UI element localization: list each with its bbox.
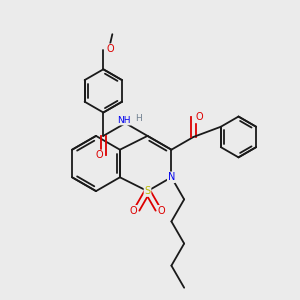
Text: H: H [136,114,142,123]
Text: NH: NH [117,116,131,125]
Text: O: O [95,150,103,161]
Text: O: O [158,206,165,216]
Text: S: S [144,186,151,196]
Text: N: N [168,172,175,182]
Text: O: O [106,44,114,54]
Text: O: O [196,112,203,122]
Text: O: O [130,206,137,216]
